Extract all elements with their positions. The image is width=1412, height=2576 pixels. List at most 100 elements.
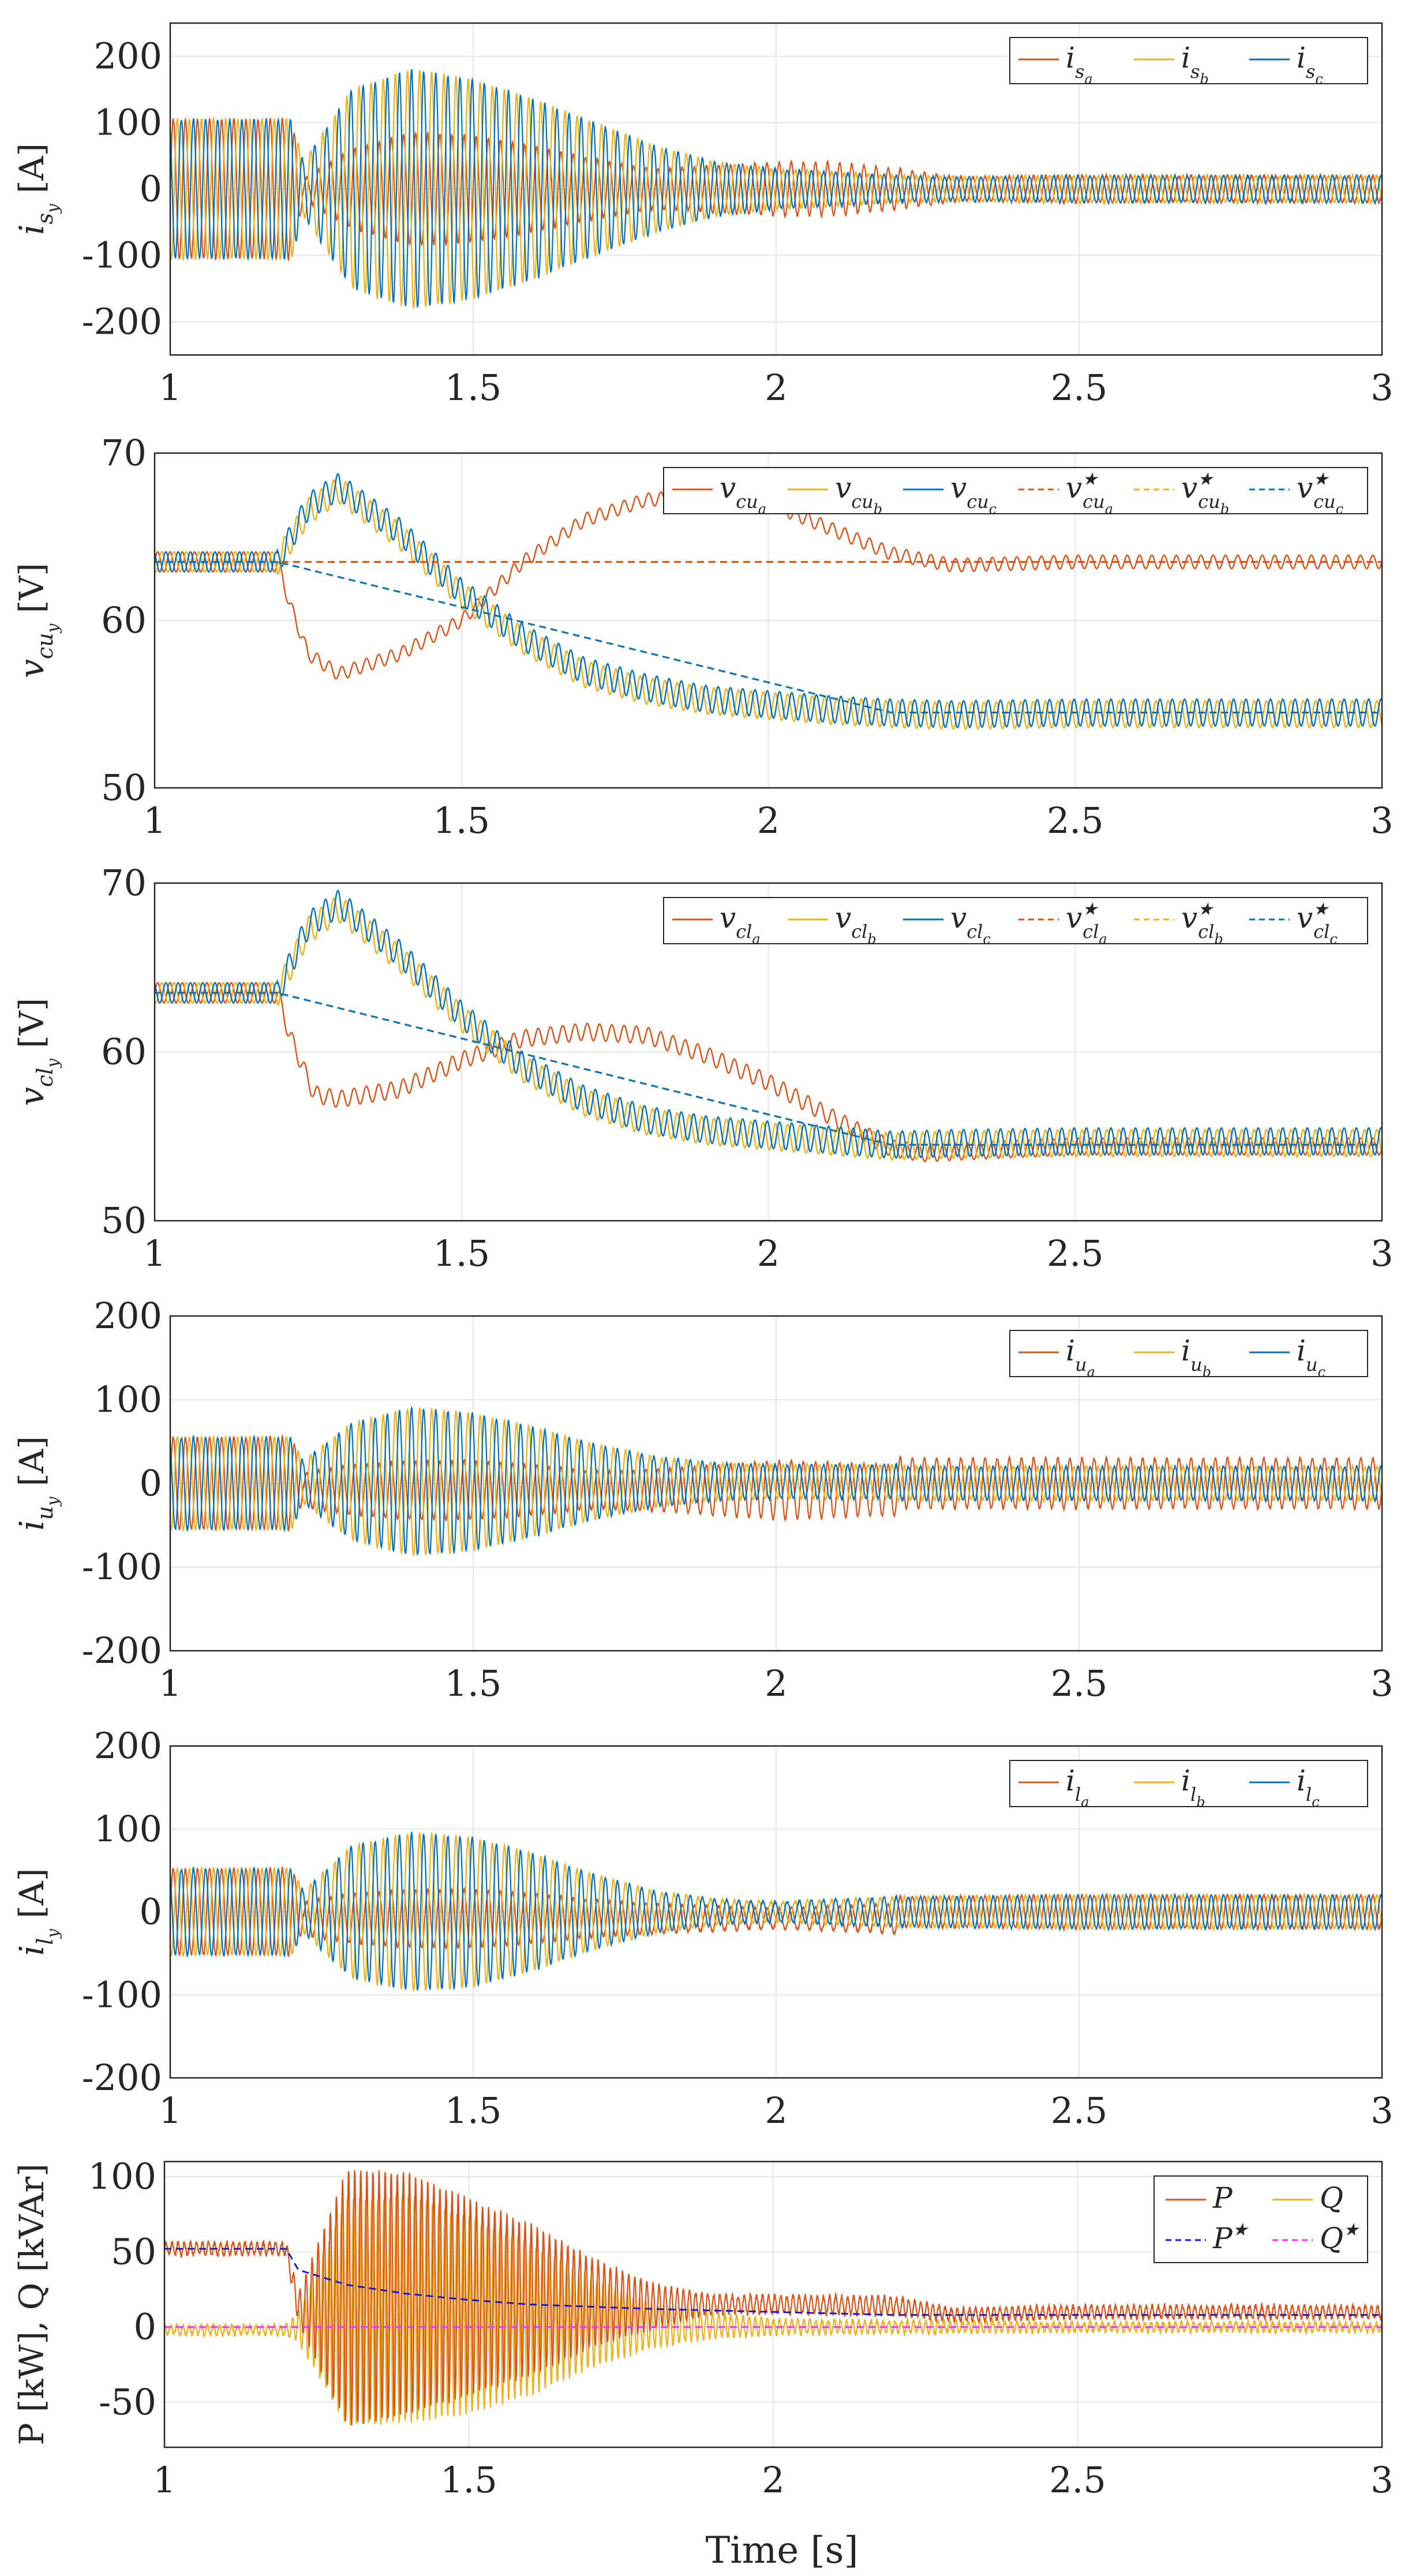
y-tick-label: -200 (82, 301, 162, 343)
x-tick-label: 2.5 (1047, 1232, 1104, 1274)
y-tick-label: 70 (101, 432, 147, 474)
series-group (170, 1405, 1382, 1556)
y-tick-label: -50 (99, 2381, 156, 2423)
y-tick-label: 100 (94, 102, 162, 144)
y-axis-label-group: vcly[V] (12, 998, 62, 1106)
x-tick-label: 3 (1370, 799, 1393, 842)
legend-entry-label: v★ cub (1181, 469, 1229, 517)
x-tick-label: 3 (1370, 367, 1393, 409)
x-tick-label: 2 (765, 367, 787, 409)
legend-entry-label: isb (1181, 41, 1209, 87)
panels: 1 1.5 2 2.5 32001000-100-200isy[A]isaisbisc1… (12, 22, 1394, 2501)
y-tick-label: 200 (94, 1295, 162, 1337)
legend: iua iub iuc (1009, 1330, 1368, 1380)
x-tick-label: 2.5 (1051, 367, 1108, 409)
y-axis-label: ily[A] (12, 1868, 62, 1956)
axes-box (153, 882, 1383, 1222)
series-line-c (170, 1405, 1382, 1556)
y-axis-label: vcuy[V] (12, 563, 62, 678)
y-axis-label: iuy[A] (12, 1436, 62, 1531)
legend-entry-label: ilc (1297, 1764, 1320, 1810)
y-tick-label: 0 (140, 1462, 162, 1504)
y-tick-label: -100 (82, 234, 162, 276)
series-line-c (155, 889, 1382, 1159)
y-axis-label-group: ily[A] (12, 1868, 62, 1956)
y-tick-label: 50 (111, 2230, 156, 2272)
y-tick-label: 50 (101, 767, 147, 809)
legend-entry-label: v★ cuc (1297, 469, 1343, 517)
legend-box (663, 467, 1368, 514)
x-tick-label: 2.5 (1047, 799, 1104, 842)
legend-box (1009, 1330, 1368, 1377)
series-group (164, 2170, 1382, 2425)
series-line-a (170, 117, 1382, 262)
y-tick-label: 200 (94, 35, 162, 77)
y-tick-label: -200 (82, 2057, 162, 2099)
axes-box (169, 1745, 1383, 2079)
x-tick-label: 3 (1370, 1662, 1393, 1704)
legend-box (663, 897, 1368, 944)
legend-entry-label: Q★ (1320, 2220, 1360, 2255)
legend-entry-label: v★ cla (1066, 899, 1107, 947)
legend-entry-label: ilb (1181, 1764, 1205, 1810)
x-tick-label: 2 (765, 1662, 787, 1704)
y-axis-label-group: iuy[A] (12, 1436, 62, 1531)
x-tick-label: 1 (143, 1232, 166, 1274)
series-line-b (155, 898, 1382, 1161)
y-axis-label: isy[A] (12, 143, 62, 235)
y-tick-label: 50 (101, 1199, 147, 1242)
reference-line-2 (155, 992, 1382, 1146)
legend-entry-label: iuc (1297, 1334, 1325, 1380)
panel-iu: 1 1.5 2 2.5 3 200 100 0 -100 -200 iuy[A] iua iub iuc (12, 1295, 1394, 1704)
series-line-c (170, 1830, 1382, 1991)
reference-line-0 (164, 2248, 1382, 2316)
series-line-b (170, 69, 1382, 309)
y-tick-label: 70 (101, 862, 147, 904)
y-tick-label: -100 (82, 1546, 162, 1588)
axes-box (163, 2160, 1383, 2448)
legend: vcua vcub vcuc v★ cua v★ cub v★ cuc (663, 467, 1368, 517)
legend-entry-label: v★ clb (1181, 899, 1223, 947)
y-axis-label: vcly[V] (12, 998, 62, 1106)
y-tick-label: -200 (82, 1629, 162, 1672)
legend-entry-label: ila (1066, 1764, 1089, 1810)
y-tick-label: 100 (94, 1378, 162, 1420)
series-line-P (164, 2170, 1382, 2425)
series-line-c (170, 69, 1382, 308)
legend-entry-label: iub (1181, 1334, 1211, 1380)
x-tick-label: 1 (159, 2089, 181, 2132)
series-line-c (155, 473, 1382, 728)
legend-entry-label: isa (1066, 41, 1093, 87)
x-tick-label: 2 (757, 1232, 780, 1274)
x-tick-label: 1.5 (433, 799, 490, 842)
y-tick-label: -100 (82, 1973, 162, 2016)
panel-pq: 1 1.5 2 2.5 3 100 50 0 -50 P [kW], Q [kVAr] P Q P★ Q★ (12, 2155, 1394, 2501)
legend-entry-label: vclb (835, 901, 877, 947)
x-tick-label: 2.5 (1051, 1662, 1108, 1704)
x-tick-label: 2 (757, 799, 780, 842)
x-tick-label: 1 (143, 799, 166, 842)
series-line-b (170, 1831, 1382, 1991)
x-tick-label: 1 (159, 367, 181, 409)
x-tick-label: 2 (762, 2459, 784, 2501)
legend-entry-label: vcuc (950, 471, 997, 517)
y-axis-label-group: vcuy[V] (12, 563, 62, 678)
axes-box (169, 22, 1383, 356)
series-line-a (170, 1434, 1382, 1532)
legend-entry-label: vcla (720, 901, 761, 947)
legend-entry-label: vcua (720, 471, 766, 517)
legend-entry-label: P (1212, 2181, 1233, 2215)
y-tick-label: 0 (134, 2306, 156, 2348)
y-axis-label-group: P [kW], Q [kVAr] (12, 2163, 51, 2445)
legend-box (1153, 2175, 1368, 2263)
x-tick-label: 1.5 (440, 2459, 497, 2501)
legend-entry-label: Q (1320, 2181, 1343, 2215)
x-tick-label: 1.5 (433, 1232, 490, 1274)
y-tick-label: 100 (94, 1808, 162, 1850)
y-tick-label: 60 (101, 599, 147, 641)
x-tick-label: 2 (765, 2089, 787, 2132)
legend-entry-label: vcub (835, 471, 882, 517)
